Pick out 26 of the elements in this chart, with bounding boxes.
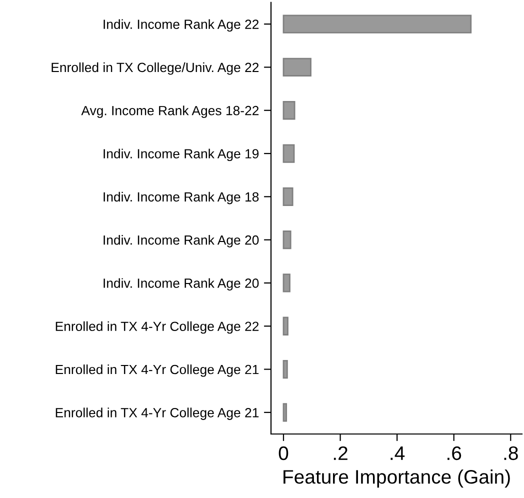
bar (282, 101, 296, 120)
x-tick-label: .6 (448, 446, 462, 460)
bar (282, 403, 288, 422)
x-tick-label: .2 (334, 446, 348, 460)
bar (282, 230, 292, 250)
bar (282, 274, 290, 292)
x-tick-label: .4 (390, 446, 405, 460)
y-tick-label: Indiv. Income Rank Age 19 (104, 148, 259, 162)
bar (282, 144, 295, 163)
y-tick-label: Enrolled in TX 4-Yr College Age 22 (56, 321, 259, 334)
y-tick-label: Indiv. Income Rank Age 20 (104, 235, 259, 248)
x-tick-label: 0 (278, 446, 288, 460)
x-axis-title: Feature Importance (Gain) (284, 469, 510, 488)
y-tick-label: Indiv. Income Rank Age 18 (104, 192, 259, 204)
x-tick-label: .8 (504, 446, 518, 460)
y-tick-label: Enrolled in TX 4-Yr College Age 21 (56, 364, 259, 377)
bar (282, 316, 288, 336)
bar (282, 187, 294, 206)
y-tick-label: Avg. Income Rank Ages 18-22 (81, 106, 259, 118)
y-tick-label: Enrolled in TX 4-Yr College Age 21 (56, 408, 259, 420)
bar (282, 58, 312, 77)
y-tick-label: Indiv. Income Rank Age 22 (104, 19, 259, 32)
bar (282, 14, 472, 34)
y-tick-label: Indiv. Income Rank Age 20 (104, 278, 259, 290)
bar (282, 360, 288, 379)
y-tick-label: Enrolled in TX College/Univ. Age 22 (52, 62, 259, 75)
